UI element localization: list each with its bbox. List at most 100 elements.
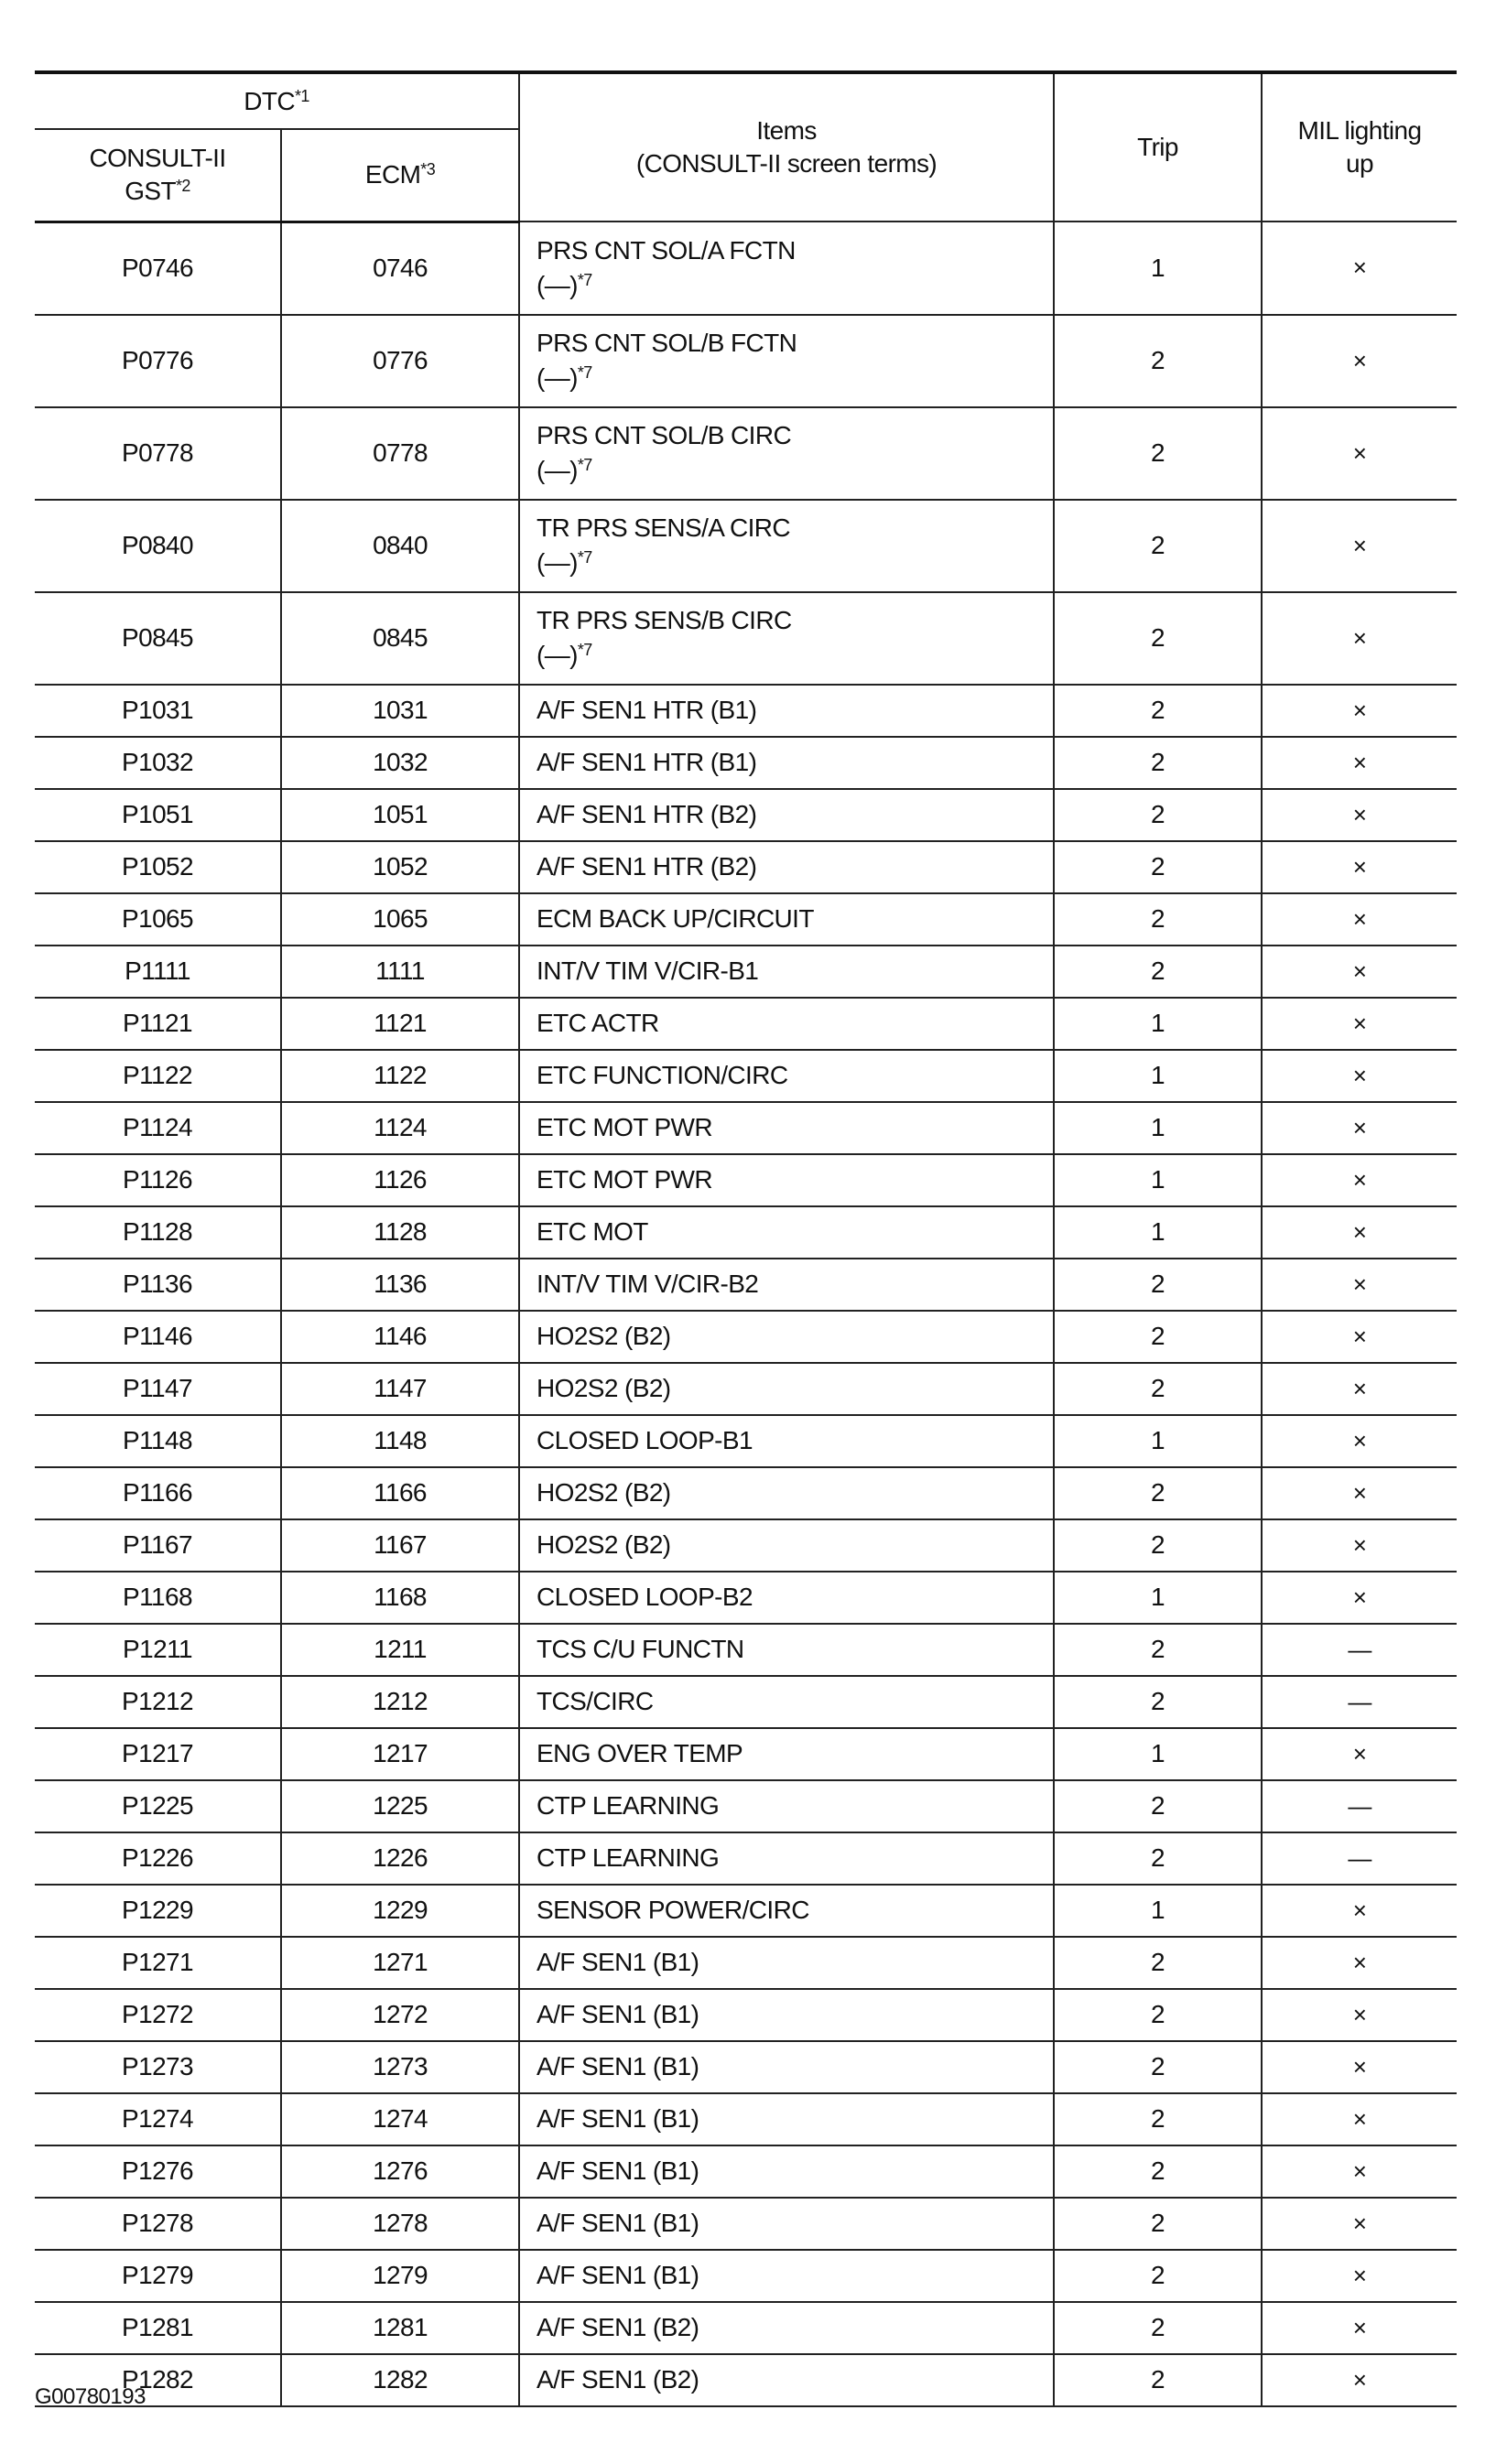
consult-code: P1148 <box>35 1414 282 1468</box>
item-sub: (—)*7 <box>537 453 1053 488</box>
item-cell: SENSOR POWER/CIRC <box>518 1884 1056 1938</box>
ecm-code: 1229 <box>279 1884 521 1938</box>
mil-indicator: × <box>1261 2197 1458 2251</box>
trip-value: 2 <box>1053 840 1263 894</box>
item-name: HO2S2 (B2) <box>537 1530 671 1559</box>
ecm-code: 1167 <box>279 1518 521 1572</box>
trip-value: 2 <box>1053 1362 1263 1416</box>
table-row: P0778 0778 PRS CNT SOL/B CIRC (—)*7 2 × <box>35 406 1458 501</box>
mil-header-line1: MIL lighting <box>1297 116 1423 145</box>
consult-code: P1272 <box>35 1988 282 2042</box>
item-cell: CTP LEARNING <box>518 1832 1056 1886</box>
item-sub-text: (—) <box>537 456 578 484</box>
consult-code: P1281 <box>35 2301 282 2355</box>
items-header-line2: (CONSULT-II screen terms) <box>635 149 938 178</box>
trip-value: 2 <box>1053 406 1263 501</box>
trip-value: 1 <box>1053 1884 1263 1938</box>
table-row: P1122 1122 ETC FUNCTION/CIRC 1 × <box>35 1049 1458 1103</box>
item-cell: ETC MOT <box>518 1205 1056 1259</box>
table-row: P1136 1136 INT/V TIM V/CIR-B2 2 × <box>35 1258 1458 1312</box>
trip-value: 2 <box>1053 684 1263 738</box>
table-row: P1051 1051 A/F SEN1 HTR (B2) 2 × <box>35 788 1458 842</box>
ecm-code: 1065 <box>279 892 521 946</box>
mil-indicator: × <box>1261 2145 1458 2199</box>
ecm-code: 1273 <box>279 2040 521 2094</box>
item-cell: HO2S2 (B2) <box>518 1310 1056 1364</box>
item-cell: A/F SEN1 (B2) <box>518 2353 1056 2407</box>
item-name: A/F SEN1 (B1) <box>537 2156 699 2185</box>
item-cell: ETC ACTR <box>518 997 1056 1051</box>
table-row: P1147 1147 HO2S2 (B2) 2 × <box>35 1362 1458 1416</box>
consult-code: P1147 <box>35 1362 282 1416</box>
item-name: A/F SEN1 (B1) <box>537 2000 699 2028</box>
item-sub-note: *7 <box>577 548 592 567</box>
item-sub-note: *7 <box>577 270 592 289</box>
table-row: P0776 0776 PRS CNT SOL/B FCTN (—)*7 2 × <box>35 314 1458 408</box>
mil-indicator: × <box>1261 684 1458 738</box>
table-row: P1052 1052 A/F SEN1 HTR (B2) 2 × <box>35 840 1458 894</box>
trip-value: 2 <box>1053 1832 1263 1886</box>
consult-code: P1126 <box>35 1153 282 1207</box>
item-name: INT/V TIM V/CIR-B2 <box>537 1270 759 1298</box>
consult-code: P1128 <box>35 1205 282 1259</box>
item-name: SENSOR POWER/CIRC <box>537 1896 809 1924</box>
trip-value: 2 <box>1053 1779 1263 1833</box>
trip-value: 2 <box>1053 1518 1263 1572</box>
mil-indicator: × <box>1261 2301 1458 2355</box>
table-row: P1032 1032 A/F SEN1 HTR (B1) 2 × <box>35 736 1458 790</box>
consult-code: P1226 <box>35 1832 282 1886</box>
consult-code: P1212 <box>35 1675 282 1729</box>
item-cell: A/F SEN1 (B1) <box>518 1988 1056 2042</box>
table-row: P1276 1276 A/F SEN1 (B1) 2 × <box>35 2145 1458 2199</box>
item-name: A/F SEN1 (B1) <box>537 2104 699 2133</box>
ecm-code: 1128 <box>279 1205 521 1259</box>
trip-value: 2 <box>1053 2145 1263 2199</box>
consult-code: P1217 <box>35 1727 282 1781</box>
table-row: P1225 1225 CTP LEARNING 2— <box>35 1779 1458 1833</box>
item-cell: CTP LEARNING <box>518 1779 1056 1833</box>
mil-indicator: × <box>1261 1153 1458 1207</box>
dtc-note: *1 <box>294 86 309 105</box>
ecm-code: 0778 <box>279 406 521 501</box>
mil-indicator: × <box>1261 1727 1458 1781</box>
trip-value: 2 <box>1053 1675 1263 1729</box>
item-cell: A/F SEN1 HTR (B1) <box>518 736 1056 790</box>
item-cell: PRS CNT SOL/B FCTN (—)*7 <box>518 314 1056 408</box>
trip-value: 2 <box>1053 2301 1263 2355</box>
ecm-code: 1217 <box>279 1727 521 1781</box>
table-row: P1124 1124 ETC MOT PWR 1 × <box>35 1101 1458 1155</box>
ecm-code: 1032 <box>279 736 521 790</box>
trip-value: 2 <box>1053 591 1263 686</box>
table-row: P1272 1272 A/F SEN1 (B1) 2 × <box>35 1988 1458 2042</box>
table-row: P0845 0845 TR PRS SENS/B CIRC (—)*7 2 × <box>35 591 1458 686</box>
item-name: PRS CNT SOL/B FCTN <box>537 329 797 357</box>
item-cell: INT/V TIM V/CIR-B1 <box>518 945 1056 999</box>
consult-code: P1031 <box>35 684 282 738</box>
ecm-code: 1146 <box>279 1310 521 1364</box>
mil-indicator: × <box>1261 840 1458 894</box>
item-sub-text: (—) <box>537 641 578 669</box>
consult-code: P1166 <box>35 1466 282 1520</box>
dtc-table: DTC*1 Items (CONSULT-II screen terms) Tri… <box>35 70 1458 2407</box>
item-cell: TCS C/U FUNCTN <box>518 1623 1056 1677</box>
consult-code: P1276 <box>35 2145 282 2199</box>
item-sub: (—)*7 <box>537 361 1053 395</box>
item-name: A/F SEN1 HTR (B2) <box>537 852 757 881</box>
trip-value: 2 <box>1053 945 1263 999</box>
consult-code: P1167 <box>35 1518 282 1572</box>
item-name: ENG OVER TEMP <box>537 1739 743 1767</box>
ecm-code: 1282 <box>279 2353 521 2407</box>
item-cell: PRS CNT SOL/A FCTN (—)*7 <box>518 222 1056 316</box>
consult-label: CONSULT-II <box>89 144 226 173</box>
item-cell: ETC FUNCTION/CIRC <box>518 1049 1056 1103</box>
ecm-code: 1212 <box>279 1675 521 1729</box>
item-name: A/F SEN1 HTR (B1) <box>537 748 757 776</box>
item-cell: A/F SEN1 (B1) <box>518 2040 1056 2094</box>
table-row: P1146 1146 HO2S2 (B2) 2 × <box>35 1310 1458 1364</box>
mil-indicator: × <box>1261 1518 1458 1572</box>
consult-code: P1282 <box>35 2353 282 2407</box>
ecm-code: 0840 <box>279 499 521 593</box>
mil-indicator: × <box>1261 1466 1458 1520</box>
consult-code: P0778 <box>35 406 282 501</box>
ecm-code: 1121 <box>279 997 521 1051</box>
